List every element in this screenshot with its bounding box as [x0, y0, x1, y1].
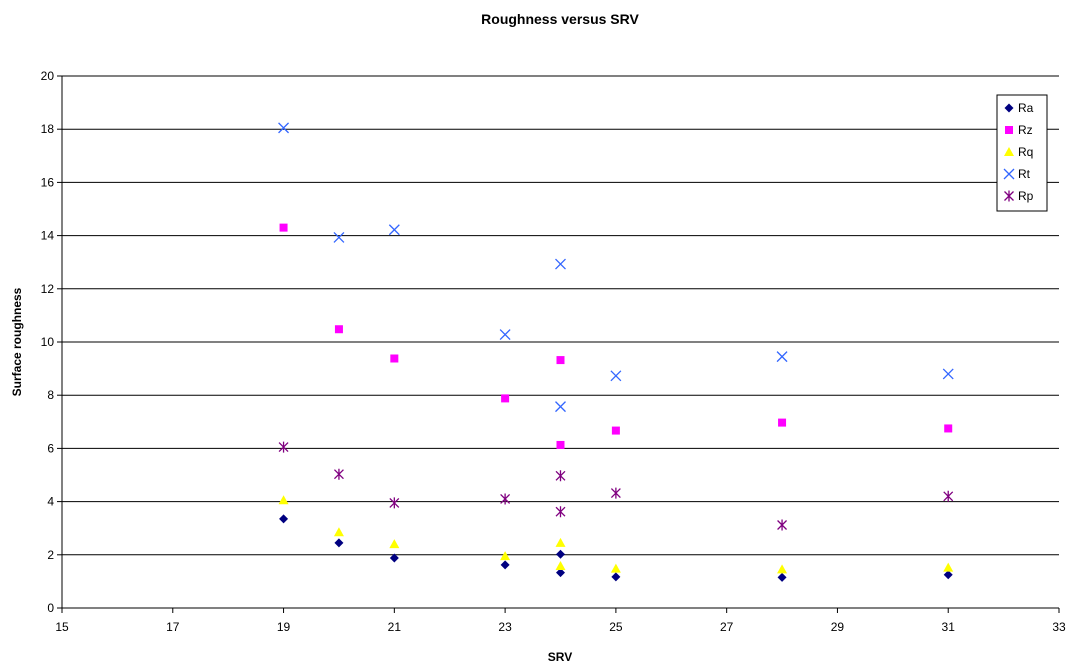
point-rt: [278, 122, 290, 134]
point-rp: [555, 470, 566, 482]
legend-marker-ra: [1004, 103, 1014, 113]
x-tick-label: 31: [942, 620, 956, 634]
point-rp: [500, 493, 511, 505]
point-rq: [555, 560, 566, 570]
y-tick-label: 0: [47, 601, 54, 615]
point-ra: [777, 572, 787, 582]
point-rt: [776, 351, 788, 363]
legend-label-rz: Rz: [1018, 123, 1033, 137]
y-tick-label: 8: [47, 388, 54, 402]
chart-title: Roughness versus SRV: [481, 11, 639, 27]
point-rq: [777, 564, 788, 574]
legend-marker-rq: [1004, 147, 1014, 156]
y-tick-label: 2: [47, 548, 54, 562]
x-tick-label: 33: [1052, 620, 1066, 634]
legend-label-rt: Rt: [1018, 167, 1031, 181]
point-rp: [610, 487, 621, 499]
point-rq: [333, 527, 344, 537]
point-ra: [943, 570, 953, 580]
point-rt: [333, 232, 345, 243]
point-rz: [556, 440, 565, 449]
point-ra: [500, 560, 510, 570]
point-rp: [555, 506, 566, 518]
grid-lines: [62, 75, 1059, 556]
point-ra: [334, 538, 344, 548]
legend-marker-rt: [1003, 168, 1015, 180]
x-tick-label: 21: [388, 620, 402, 634]
legend-marker-rp: [1004, 190, 1014, 202]
point-rq: [278, 495, 289, 505]
point-ra: [611, 572, 621, 582]
y-tick-label: 4: [47, 495, 54, 509]
point-rq: [500, 551, 511, 561]
point-rz: [334, 325, 343, 334]
point-rq: [943, 562, 954, 572]
y-tick-label: 6: [47, 441, 54, 455]
x-tick-label: 19: [277, 620, 291, 634]
point-ra: [389, 553, 399, 563]
point-rp: [389, 497, 400, 509]
y-tick-label: 12: [41, 282, 55, 296]
legend: Ra Rz Rq Rt Rp: [996, 94, 1048, 212]
x-tick-label: 25: [609, 620, 623, 634]
legend-label-ra: Ra: [1018, 101, 1034, 115]
point-rz: [778, 418, 787, 427]
y-tick-label: 18: [41, 122, 55, 136]
point-rp: [777, 519, 788, 531]
point-rq: [610, 563, 621, 573]
point-rz: [556, 356, 565, 365]
point-rz: [611, 426, 620, 435]
x-tick-label: 23: [498, 620, 512, 634]
data-points: [278, 122, 954, 582]
point-rp: [278, 441, 289, 453]
legend-label-rq: Rq: [1018, 145, 1033, 159]
axes: 0 2 4 6 8 10 12 14 16 18 20 15 17 19 21 23 25 27 29 31 33: [41, 69, 1066, 634]
point-ra: [279, 514, 289, 524]
x-tick-label: 17: [166, 620, 180, 634]
point-ra: [556, 568, 565, 578]
y-tick-label: 16: [41, 175, 55, 189]
x-tick-label: 15: [55, 620, 69, 634]
x-axis-title: SRV: [548, 650, 572, 664]
point-rt: [555, 401, 566, 413]
point-rz: [944, 424, 953, 433]
x-tick-label: 27: [720, 620, 734, 634]
x-tick-label: 29: [831, 620, 845, 634]
y-tick-label: 14: [41, 229, 55, 243]
point-rz: [279, 223, 288, 232]
point-rq: [555, 537, 566, 547]
point-rp: [333, 468, 344, 480]
y-tick-label: 10: [41, 335, 55, 349]
point-rt: [942, 368, 954, 380]
legend-label-rp: Rp: [1018, 189, 1034, 203]
point-rt: [499, 329, 511, 341]
point-rt: [555, 258, 566, 270]
point-rt: [388, 224, 400, 236]
y-tick-label: 20: [41, 69, 55, 83]
point-rq: [389, 539, 400, 549]
point-ra: [556, 549, 565, 559]
point-rz: [390, 354, 399, 363]
legend-marker-rz: [1005, 126, 1013, 134]
point-rt: [610, 370, 622, 382]
y-axis-title: Surface roughness: [10, 287, 24, 396]
point-rp: [943, 490, 954, 502]
point-rz: [501, 394, 510, 403]
